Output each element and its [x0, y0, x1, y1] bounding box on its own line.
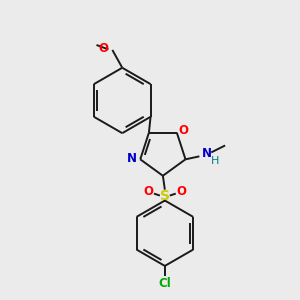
Text: O: O — [143, 185, 153, 198]
Text: O: O — [177, 185, 187, 198]
Text: H: H — [211, 156, 219, 166]
Text: S: S — [160, 189, 170, 202]
Text: Cl: Cl — [158, 277, 171, 290]
Text: O: O — [179, 124, 189, 137]
Text: O: O — [98, 42, 108, 56]
Text: N: N — [202, 147, 212, 160]
Text: N: N — [127, 152, 137, 165]
